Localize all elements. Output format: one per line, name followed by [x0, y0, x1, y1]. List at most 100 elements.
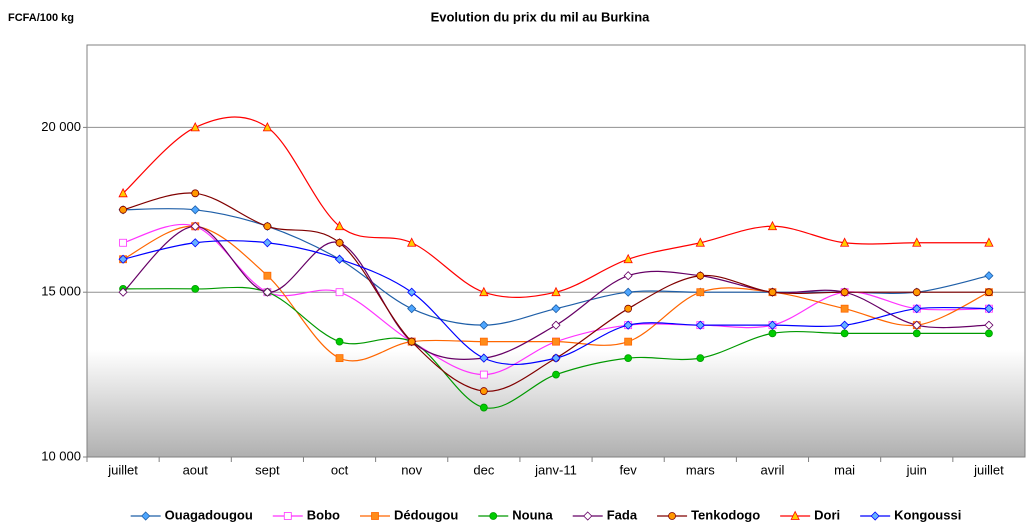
marker: [407, 237, 417, 247]
marker: [262, 122, 273, 132]
x-tick-label: mars: [686, 462, 715, 477]
marker: [263, 271, 272, 280]
x-tick-label: juillet: [107, 462, 138, 477]
x-tick-label: dec: [473, 462, 494, 477]
marker: [695, 237, 705, 247]
marker: [190, 221, 200, 231]
legend-label: Kongoussi: [894, 507, 961, 522]
x-tick-label: fev: [619, 462, 637, 477]
chart-title: Evolution du prix du mil au Burkina: [431, 9, 651, 24]
marker: [696, 354, 705, 363]
series-line: [122, 116, 989, 298]
x-tick-label: janv-11: [534, 462, 577, 477]
x-tick-label: juillet: [973, 462, 1004, 477]
y-tick-label: 20 000: [41, 119, 81, 134]
plot-frame: [86, 44, 1026, 458]
marker: [668, 512, 676, 520]
marker: [624, 354, 633, 363]
marker: [696, 271, 705, 280]
marker: [695, 320, 705, 330]
marker: [840, 329, 849, 338]
marker: [118, 187, 128, 198]
marker: [768, 288, 777, 297]
x-tick-label: avril: [761, 462, 785, 477]
legend: Ouagadougou Bobo Dédougou Nouna Fada Tenkodog…: [130, 507, 961, 522]
marker: [479, 403, 488, 412]
marker: [551, 320, 561, 330]
legend-label: Ouagadougou: [165, 507, 253, 522]
marker: [190, 238, 200, 248]
marker: [119, 238, 127, 247]
marker: [191, 285, 200, 293]
marker: [552, 370, 560, 379]
marker: [840, 320, 850, 330]
marker: [767, 320, 778, 330]
marker: [407, 337, 416, 346]
marker: [912, 288, 921, 297]
marker: [623, 271, 633, 281]
marker: [190, 122, 200, 132]
marker: [489, 512, 498, 520]
marker: [840, 304, 849, 313]
y-tick-label: 15 000: [41, 284, 81, 299]
legend-label: Dori: [814, 507, 840, 522]
marker: [839, 237, 850, 247]
marker: [335, 354, 344, 363]
marker: [767, 220, 778, 231]
marker: [985, 288, 993, 297]
marker: [335, 337, 344, 346]
marker: [118, 254, 128, 264]
marker: [624, 304, 633, 313]
y-tick-label: 10 000: [41, 448, 81, 463]
legend-label: Nouna: [512, 507, 553, 522]
marker: [790, 510, 800, 520]
marker: [912, 329, 921, 338]
marker: [479, 353, 489, 363]
marker: [696, 288, 705, 297]
x-tick-label: sept: [255, 462, 280, 477]
marker: [479, 286, 489, 297]
marker: [870, 511, 880, 521]
marker: [912, 237, 922, 247]
marker: [623, 287, 633, 297]
marker: [335, 238, 344, 247]
x-tick-label: mai: [834, 462, 855, 477]
marker: [191, 189, 200, 198]
marker: [335, 288, 344, 297]
marker: [407, 287, 417, 297]
series-line: [122, 240, 989, 366]
marker: [190, 205, 200, 215]
x-tick-label: aout: [183, 462, 209, 477]
marker: [334, 254, 345, 264]
marker: [552, 337, 560, 346]
marker: [551, 286, 561, 297]
marker: [984, 320, 994, 330]
marker: [768, 329, 777, 338]
y-axis-label: FCFA/100 kg: [8, 12, 74, 24]
marker: [985, 329, 993, 338]
marker: [623, 253, 633, 264]
marker: [984, 271, 994, 281]
marker: [371, 512, 379, 520]
legend-label: Fada: [607, 507, 638, 522]
marker: [119, 205, 127, 214]
plot-shade: [87, 350, 1025, 457]
marker: [407, 304, 417, 314]
x-tick-label: nov: [401, 462, 422, 477]
marker: [141, 511, 151, 521]
x-tick-label: oct: [331, 462, 349, 477]
marker: [624, 337, 633, 346]
marker: [984, 304, 994, 314]
legend-label: Dédougou: [394, 507, 458, 522]
marker: [263, 222, 272, 231]
marker: [118, 287, 128, 297]
marker: [551, 304, 561, 314]
marker: [623, 320, 633, 330]
marker: [479, 387, 488, 395]
legend-label: Tenkodogo: [691, 507, 760, 522]
marker: [262, 238, 272, 248]
marker: [583, 511, 593, 521]
marker: [551, 353, 561, 363]
marker: [283, 512, 292, 520]
